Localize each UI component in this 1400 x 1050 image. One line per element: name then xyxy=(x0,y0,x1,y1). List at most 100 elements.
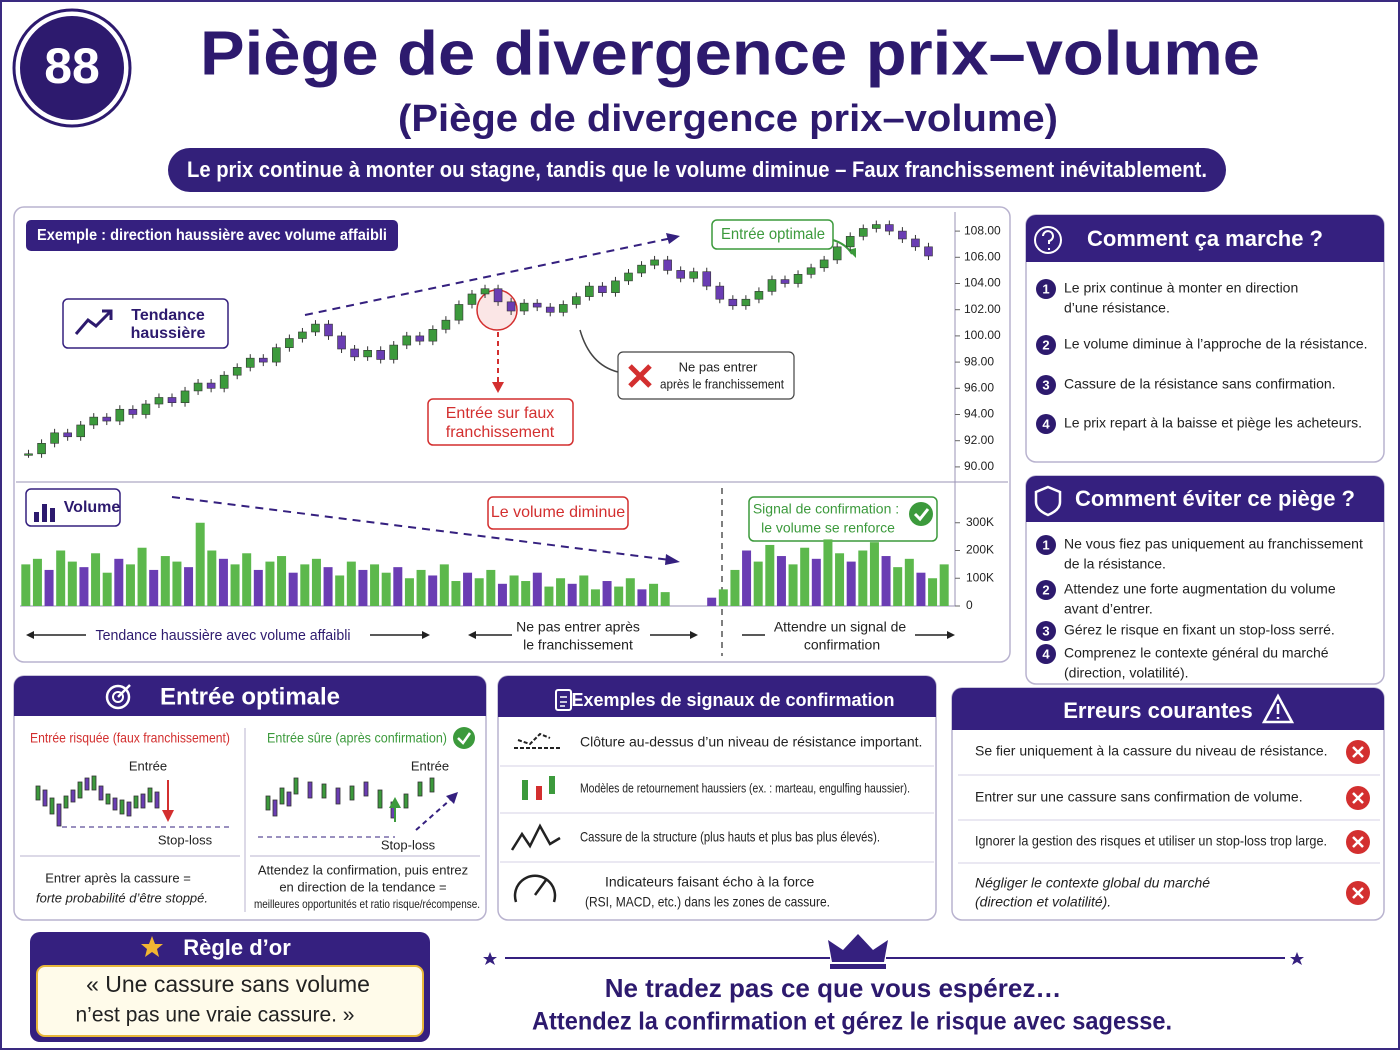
chart-panel-part xyxy=(427,398,574,446)
candle xyxy=(715,285,725,300)
optimal-entry-panel-part-part xyxy=(42,789,48,807)
rule-panel-part xyxy=(141,936,163,957)
chart-panel-part xyxy=(579,329,619,373)
optimal-entry-panel-part-part xyxy=(35,785,41,801)
optimal-entry-panel-part-part xyxy=(265,795,271,811)
optimal-entry-panel-part-part xyxy=(321,783,327,799)
footer-text: Ne tradez pas ce que vous espérez… xyxy=(605,973,1062,1003)
candle xyxy=(754,291,764,300)
volume-bar xyxy=(544,586,554,606)
candle xyxy=(272,347,281,363)
volume-bar xyxy=(160,556,170,606)
candle xyxy=(911,238,920,248)
volume-bar xyxy=(904,558,914,606)
candle xyxy=(50,432,59,444)
volume-bar xyxy=(300,564,310,606)
volume-bar xyxy=(56,550,66,606)
how-it-works-panel-part xyxy=(1026,215,1384,262)
volume-bar xyxy=(881,556,891,606)
volume-bar xyxy=(416,569,426,606)
optimal-entry-panel-part xyxy=(105,684,131,710)
candle xyxy=(728,298,738,307)
avoid-panel-part xyxy=(1026,476,1384,522)
volume-bar xyxy=(521,581,531,606)
footer-text: Attendez la confirmation et gérez le ris… xyxy=(532,1008,1172,1036)
candle xyxy=(37,443,46,455)
volume-bar xyxy=(869,542,879,606)
volume-bar xyxy=(242,553,252,606)
volume-bar xyxy=(172,561,182,606)
candle xyxy=(141,403,151,415)
optimal-entry-panel-part-part xyxy=(63,795,69,809)
signals-panel-part xyxy=(500,765,934,863)
optimal-entry-panel-part xyxy=(35,775,435,815)
candle xyxy=(206,382,216,389)
panel-title: Erreurs courantes xyxy=(1063,698,1253,723)
avoid-panel-part xyxy=(1034,485,1062,517)
candle xyxy=(572,296,581,305)
volume-bar xyxy=(602,581,612,606)
volume-bar xyxy=(742,550,752,606)
volume-bar xyxy=(184,567,194,606)
error-text: Se fier uniquement à la cassure du nivea… xyxy=(975,743,1328,759)
annotation: haussière xyxy=(131,325,206,342)
step-text: d’une résistance. xyxy=(1064,300,1170,316)
note: en direction de la tendance = xyxy=(279,879,446,894)
step-number: 4 xyxy=(1042,646,1050,661)
mini-label: Entrée xyxy=(411,758,449,773)
optimal-entry-panel-part-part xyxy=(56,803,62,827)
optimal-entry-panel-part-part xyxy=(286,791,292,807)
mini-label: Stop-loss xyxy=(158,832,213,847)
signals-panel-part xyxy=(513,874,557,903)
signals-panel-part xyxy=(533,879,548,896)
chart-panel-part xyxy=(304,237,673,316)
signal-text: Indicateurs faisant écho à la force xyxy=(605,874,815,890)
timeline-label: Ne pas entrer après xyxy=(516,619,640,635)
optimal-entry-panel xyxy=(13,675,487,921)
volume-bar xyxy=(428,575,438,606)
y-tick-label: 98.00 xyxy=(964,354,994,368)
chart-panel-part xyxy=(665,554,680,565)
annotation: le volume se renforce xyxy=(761,520,895,536)
volume-bar xyxy=(567,583,577,606)
chart-panel-part xyxy=(913,508,930,522)
candle xyxy=(624,272,633,282)
volume-bar xyxy=(253,569,263,606)
error-icon xyxy=(1352,887,1364,899)
chart-panel-part xyxy=(711,219,834,250)
candle xyxy=(441,319,451,330)
candle xyxy=(845,236,855,248)
volume-bar xyxy=(451,581,461,606)
signals-panel-part xyxy=(555,689,572,711)
optimal-entry-panel-part xyxy=(457,732,472,745)
volume-bar xyxy=(404,578,414,606)
candle xyxy=(115,408,125,422)
volume-bar xyxy=(579,575,589,606)
step-number: 3 xyxy=(1042,623,1049,638)
candle xyxy=(376,350,385,360)
chart-title: Exemple : direction haussière avec volum… xyxy=(37,227,387,244)
candle xyxy=(637,264,646,274)
annotation: Le volume diminue xyxy=(491,504,625,521)
optimal-entry-panel-part-part xyxy=(119,799,125,815)
optimal-entry-panel-part-part xyxy=(49,797,55,815)
volume-bar xyxy=(486,569,496,606)
how-it-works-panel-part xyxy=(1042,230,1054,250)
optimal-entry-panel-part-part xyxy=(70,789,76,803)
candle xyxy=(63,432,72,438)
optimal-entry-panel-part-part xyxy=(112,797,118,811)
optimal-entry-panel-part-part xyxy=(377,789,383,809)
candle xyxy=(819,259,829,269)
candle xyxy=(102,416,112,422)
volume-bar xyxy=(21,564,31,606)
volume-bar xyxy=(102,572,112,606)
volume-bar xyxy=(509,575,519,606)
volume-bar xyxy=(439,564,449,606)
volume-bar xyxy=(79,567,89,606)
volume-bar xyxy=(218,558,228,606)
candle xyxy=(389,344,399,360)
chart-panel xyxy=(13,206,1011,663)
step-badge xyxy=(1036,644,1056,664)
y-tick-label: 106.00 xyxy=(964,249,1001,263)
optimal-entry-panel-part-part xyxy=(126,801,132,817)
